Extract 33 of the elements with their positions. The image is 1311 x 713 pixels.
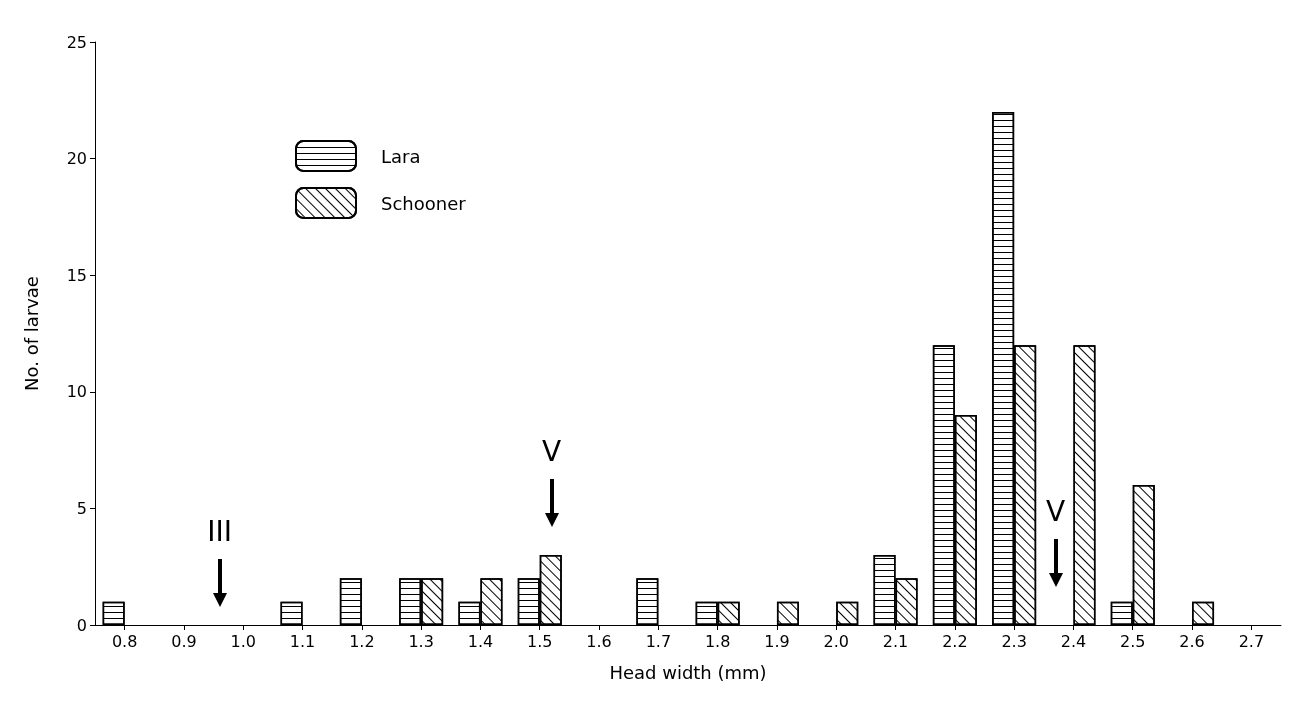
annotation: V xyxy=(541,435,563,468)
x-tick-label: 2.4 xyxy=(1060,631,1087,651)
x-tick-label: 1.0 xyxy=(230,631,256,651)
x-tick-label: 0.8 xyxy=(111,631,138,651)
x-axis-title: Head width (mm) xyxy=(609,661,767,683)
y-tick-label: 15 xyxy=(66,265,87,285)
y-tick-label: 10 xyxy=(66,382,87,402)
x-tick-label: 1.6 xyxy=(586,631,612,651)
x-tick-label: 2.7 xyxy=(1238,631,1265,651)
x-tick-label: 1.8 xyxy=(704,631,731,651)
x-tick-label: 2.2 xyxy=(942,631,968,651)
legend-label: Schooner xyxy=(381,192,467,214)
y-tick-label: 5 xyxy=(76,498,87,518)
x-tick-label: 2.0 xyxy=(823,631,849,651)
x-tick-label: 1.7 xyxy=(645,631,672,651)
x-tick-label: 1.5 xyxy=(527,631,553,651)
y-tick-label: 20 xyxy=(66,149,87,169)
annotation: III xyxy=(206,515,233,548)
x-tick-label: 2.1 xyxy=(882,631,909,651)
x-tick-label: 1.9 xyxy=(764,631,790,651)
x-tick-label: 2.3 xyxy=(1001,631,1027,651)
x-tick-label: 1.4 xyxy=(467,631,494,651)
x-tick-label: 1.3 xyxy=(408,631,434,651)
x-tick-label: 1.1 xyxy=(289,631,316,651)
x-tick-label: 0.9 xyxy=(171,631,197,651)
annotation: V xyxy=(1045,495,1067,528)
y-axis-title: No. of larvae xyxy=(20,276,42,391)
x-tick-label: 1.2 xyxy=(349,631,375,651)
y-tick-label: 25 xyxy=(66,32,87,52)
x-tick-label: 2.6 xyxy=(1179,631,1205,651)
x-tick-label: 2.5 xyxy=(1120,631,1146,651)
legend-label: Lara xyxy=(381,145,421,167)
y-tick-label: 0 xyxy=(76,615,87,635)
